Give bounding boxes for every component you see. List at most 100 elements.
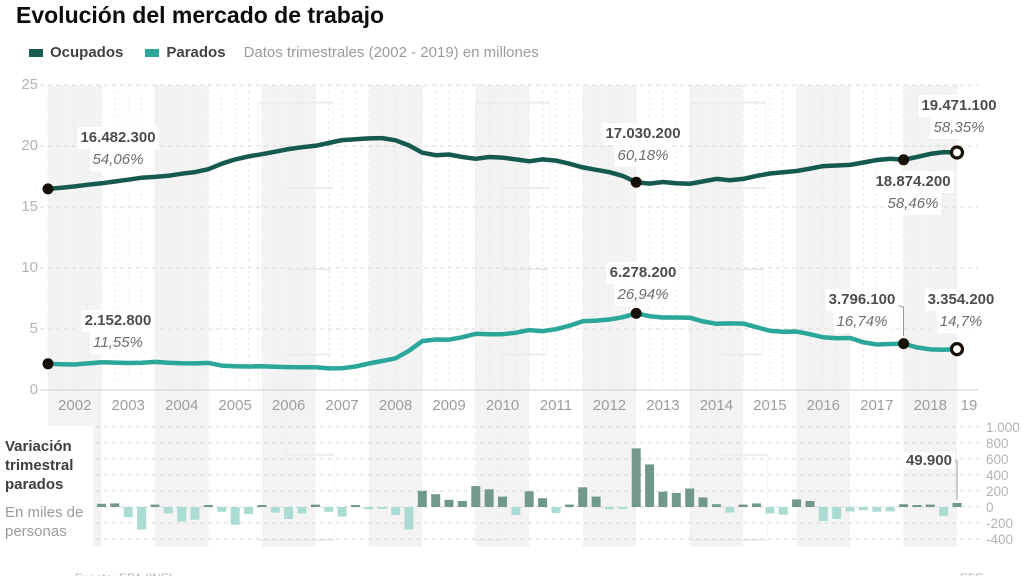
footer-source: Fuente: EPA (INE) bbox=[75, 571, 173, 576]
x-axis-label: 2005 bbox=[218, 397, 252, 414]
bar bbox=[110, 503, 120, 507]
x-axis-label: 2002 bbox=[58, 397, 92, 414]
x-axis-label: 2010 bbox=[485, 397, 520, 414]
bar bbox=[364, 507, 374, 510]
x-axis-label: 2018 bbox=[913, 397, 947, 414]
bar bbox=[605, 507, 614, 510]
bar bbox=[177, 507, 187, 522]
bar bbox=[551, 507, 561, 513]
x-axis-label: 2011 bbox=[539, 397, 573, 414]
bar bbox=[578, 487, 588, 507]
x-axis-label: 2004 bbox=[164, 397, 199, 414]
x-axis-label: 2009 bbox=[432, 397, 466, 414]
y-axis-label: 0 bbox=[29, 381, 38, 398]
variation-bars bbox=[43, 448, 962, 530]
annotation-value: 17.030.200 bbox=[602, 123, 684, 145]
legend-ocupados-label: Ocupados bbox=[50, 44, 124, 61]
highlight-dots bbox=[42, 145, 965, 370]
x-axis-label: 19 bbox=[960, 397, 978, 414]
bar bbox=[297, 507, 307, 514]
bar bbox=[899, 504, 909, 507]
bottom-panel-label-block: Variación trimestral parados En miles de… bbox=[0, 426, 93, 548]
y-axis-right-label: 1.000 bbox=[986, 419, 1020, 435]
ocupados-swatch-icon bbox=[29, 48, 43, 57]
bar bbox=[805, 501, 815, 507]
bar bbox=[391, 507, 401, 515]
bar bbox=[324, 507, 334, 512]
annotation-pct: 11,55% bbox=[90, 332, 146, 354]
bar bbox=[752, 503, 761, 507]
svg-text:E: E bbox=[245, 0, 345, 576]
bar bbox=[230, 507, 240, 525]
x-axis-label: 2013 bbox=[646, 397, 680, 414]
bar bbox=[952, 503, 962, 507]
bottom-panel-title: Variación trimestral parados bbox=[5, 438, 74, 493]
bar bbox=[685, 488, 695, 507]
open-dot bbox=[949, 342, 965, 357]
bar bbox=[270, 507, 280, 513]
annotation-pct: 14,7% bbox=[936, 311, 986, 333]
bar bbox=[404, 507, 414, 530]
annotation-value: 3.354.200 bbox=[924, 289, 998, 311]
annotation-value: 18.874.200 bbox=[872, 171, 954, 193]
bar bbox=[658, 491, 668, 507]
parados-swatch-icon bbox=[145, 48, 160, 57]
y-axis-label: 25 bbox=[21, 76, 38, 93]
bar bbox=[377, 507, 387, 509]
y-axis-label: 10 bbox=[21, 259, 38, 276]
y-axis-right-label: 200 bbox=[986, 483, 1009, 499]
bar bbox=[217, 507, 227, 512]
annotation-ocupados-2018: 18.874.200 58,46% bbox=[872, 171, 954, 215]
x-axis-label: 2014 bbox=[699, 397, 734, 414]
bar bbox=[725, 507, 735, 513]
bar bbox=[97, 503, 106, 507]
bar bbox=[818, 507, 828, 522]
y-axis-right-label: 400 bbox=[986, 467, 1009, 483]
dot bbox=[630, 307, 642, 319]
y-axis-label: 5 bbox=[29, 320, 38, 337]
bar bbox=[698, 497, 708, 507]
x-axis-label: 2008 bbox=[378, 397, 413, 414]
dot bbox=[898, 154, 910, 166]
x-axis-label: 2015 bbox=[753, 397, 787, 414]
bar bbox=[123, 507, 133, 518]
bar bbox=[431, 494, 441, 507]
bar bbox=[912, 505, 922, 507]
dot bbox=[630, 176, 642, 188]
bar bbox=[778, 507, 788, 515]
bar bbox=[190, 507, 200, 520]
x-axis-label: 2016 bbox=[806, 397, 841, 414]
bar bbox=[203, 505, 213, 507]
annotation-pct: 58,46% bbox=[884, 193, 942, 215]
bar bbox=[444, 499, 454, 507]
annotation-value: 2.152.800 bbox=[81, 310, 155, 332]
bar bbox=[163, 507, 173, 514]
annotation-parados-2013: 6.278.200 26,94% bbox=[606, 262, 680, 306]
bar bbox=[257, 505, 267, 507]
dot bbox=[42, 358, 54, 370]
footer-credit: EFE bbox=[960, 571, 983, 576]
y-axis-right-label: 800 bbox=[986, 435, 1009, 451]
legend-parados-label: Parados bbox=[166, 44, 226, 61]
annotation-pct: 16,74% bbox=[833, 311, 891, 333]
bar bbox=[150, 504, 160, 507]
annotation-ocupados-2019: 19.471.100 58,35% bbox=[918, 95, 1000, 139]
bar bbox=[310, 504, 320, 507]
svg-text:F: F bbox=[462, 0, 562, 576]
bar bbox=[498, 496, 507, 507]
y-axis-label: 15 bbox=[21, 198, 38, 215]
annotation-ocupados-2013: 17.030.200 60,18% bbox=[602, 123, 684, 167]
annotation-parados-2018: 3.796.100 16,74% bbox=[825, 289, 899, 333]
bar bbox=[711, 504, 721, 507]
y-axis-right-label: -400 bbox=[986, 532, 1014, 548]
annotation-ocupados-2002: 16.482.300 54,06% bbox=[77, 127, 159, 171]
annotation-value: 16.482.300 bbox=[77, 127, 159, 149]
bar bbox=[845, 507, 855, 512]
bar bbox=[511, 507, 521, 515]
x-axis-label: 2012 bbox=[592, 397, 627, 414]
bar bbox=[671, 492, 681, 507]
bottom-panel-units: En miles de personas bbox=[5, 504, 84, 540]
chart-title: Evolución del mercado de trabajo bbox=[16, 2, 385, 28]
